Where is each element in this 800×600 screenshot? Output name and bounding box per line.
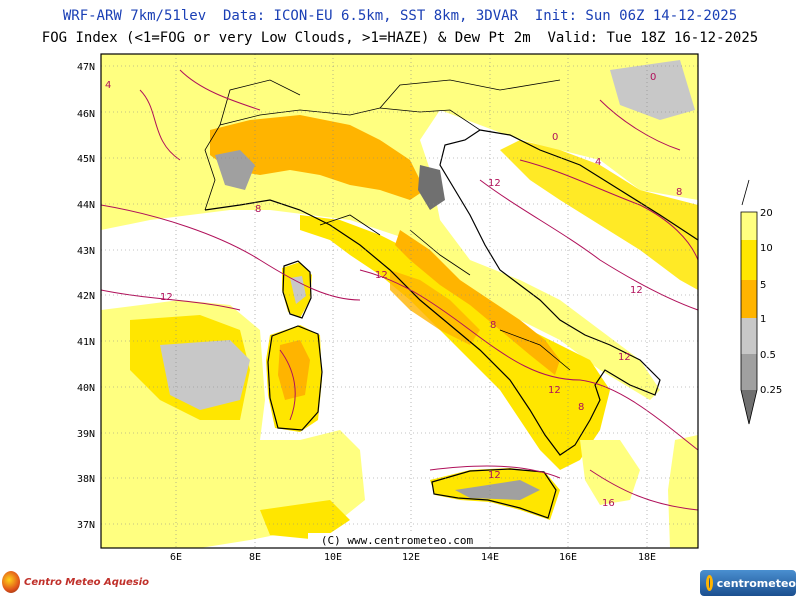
lon-label: 16E xyxy=(559,552,577,563)
lat-label: 39N xyxy=(77,429,95,440)
contour-label: 16 xyxy=(602,498,615,509)
ring-logo-icon xyxy=(706,575,713,591)
legend-swatch-20-10 xyxy=(741,212,757,240)
lon-label: 10E xyxy=(324,552,342,563)
contour-label: 4 xyxy=(105,80,111,91)
lat-label: 40N xyxy=(77,383,95,394)
legend-label: 5 xyxy=(760,280,766,291)
borders xyxy=(204,79,571,371)
logo-centrometeo: centrometeo xyxy=(700,570,796,596)
dewpoint-contours xyxy=(100,69,699,511)
credit-text: (C) www.centrometeo.com xyxy=(321,534,474,547)
legend: 20 10 5 1 0.5 0.25 xyxy=(740,179,782,425)
lon-label: 12E xyxy=(402,552,420,563)
map-frame xyxy=(100,53,699,549)
legend-label: 20 xyxy=(760,208,773,219)
logo-right-text: centrometeo xyxy=(716,576,796,590)
longitude-labels: 6E 8E 10E 12E 14E 16E 18E xyxy=(170,552,656,563)
contour-label: 8 xyxy=(578,402,584,413)
logo-left-text: Centro Meteo Aquesio xyxy=(24,576,149,588)
contour-label: 8 xyxy=(676,187,682,198)
lon-label: 6E xyxy=(170,552,182,563)
contour-label: 0 xyxy=(650,72,656,83)
contour-label-group: 12 12 12 12 12 12 8 8 8 4 4 0 0 16 12 8 xyxy=(105,72,682,509)
contour-label: 12 xyxy=(375,270,388,281)
legend-swatch-lt-0.25 xyxy=(741,390,757,424)
lat-label: 47N xyxy=(77,62,95,73)
lat-label: 42N xyxy=(77,291,95,302)
legend-swatch-1-0.5 xyxy=(741,318,757,354)
contour-label: 8 xyxy=(490,320,496,331)
logo-centro-meteo-aquesio: Centro Meteo Aquesio xyxy=(2,570,149,594)
lat-label: 44N xyxy=(77,200,95,211)
coastlines xyxy=(204,129,699,519)
contour-label: 12 xyxy=(618,352,631,363)
lat-label: 41N xyxy=(77,337,95,348)
legend-swatch-0.5-0.25 xyxy=(741,354,757,390)
lon-label: 14E xyxy=(481,552,499,563)
contour-label: 4 xyxy=(595,157,601,168)
contour-label: 12 xyxy=(488,178,501,189)
legend-arrow-top xyxy=(741,179,750,206)
contour-label: 0 xyxy=(552,132,558,143)
fog-field xyxy=(101,54,698,548)
title-line-1: WRF-ARW 7km/51lev Data: ICON-EU 6.5km, S… xyxy=(62,8,738,24)
legend-outline xyxy=(740,211,758,425)
lat-label: 43N xyxy=(77,246,95,257)
legend-label: 1 xyxy=(760,314,766,325)
legend-label: 10 xyxy=(760,243,773,254)
lat-label: 45N xyxy=(77,154,95,165)
lat-label: 46N xyxy=(77,109,95,120)
contour-label: 12 xyxy=(488,470,501,481)
lon-label: 18E xyxy=(638,552,656,563)
credit-background xyxy=(308,533,486,547)
lat-label: 37N xyxy=(77,520,95,531)
contour-label: 8 xyxy=(255,204,261,215)
contour-label: 12 xyxy=(548,385,561,396)
contour-label: 12 xyxy=(160,292,173,303)
lon-label: 8E xyxy=(249,552,261,563)
legend-swatch-10-5 xyxy=(741,240,757,280)
latitude-labels: 47N 46N 45N 44N 43N 42N 41N 40N 39N 38N … xyxy=(77,62,95,531)
legend-label: 0.5 xyxy=(760,350,776,361)
legend-label: 0.25 xyxy=(760,385,782,396)
title-line-2: FOG Index (<1=FOG or very Low Clouds, >1… xyxy=(41,30,759,46)
contour-label: 12 xyxy=(630,285,643,296)
legend-swatch-5-1 xyxy=(741,280,757,318)
sun-logo-icon xyxy=(2,571,20,593)
lat-label: 38N xyxy=(77,474,95,485)
